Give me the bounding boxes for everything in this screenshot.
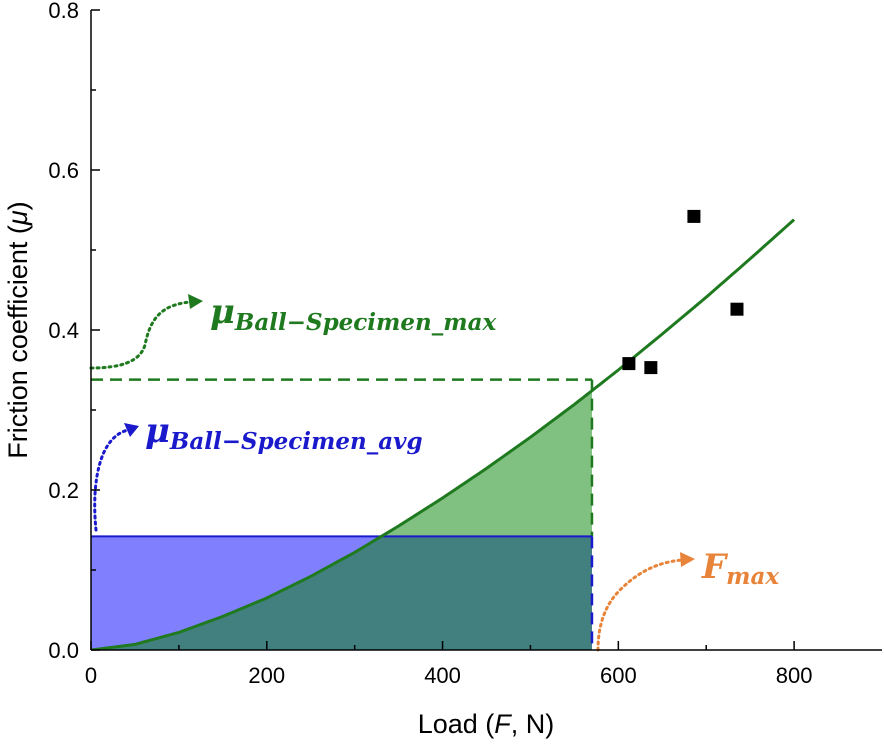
annotation-mu-avg-subscript: Ball−Specimen_avg <box>169 428 423 455</box>
annotation-arrows <box>89 294 695 652</box>
x-tick-label: 0 <box>85 663 97 688</box>
annotation-mu-max: μBall−Specimen_max <box>210 292 496 336</box>
data-point <box>687 209 701 223</box>
y-tick-label: 0.4 <box>48 318 79 343</box>
annotation-mu-max-subscript: Ball−Specimen_max <box>234 309 497 336</box>
data-point <box>730 302 744 316</box>
arrow-mu-avg <box>93 428 130 532</box>
arrow-f-max-head <box>680 552 695 567</box>
annotation-f-max-symbol: F <box>701 547 729 587</box>
annotation-mu-avg: μBall−Specimen_avg <box>145 411 423 455</box>
y-axis-title-pre: Friction coefficient ( <box>3 225 33 459</box>
y-tick-label: 0.6 <box>48 158 79 183</box>
arrow-mu-max <box>89 300 192 370</box>
annotation-f-max: Fmax <box>701 547 779 590</box>
overlap-area <box>91 536 592 650</box>
x-tick-label: 600 <box>600 663 637 688</box>
x-axis-title-post: , N) <box>511 709 555 739</box>
fit-curve <box>91 218 796 650</box>
x-tick-label: 800 <box>776 663 813 688</box>
y-axis-title-post: ) <box>3 201 33 210</box>
x-axis-title: Load (F, N) <box>418 709 555 739</box>
y-axis-title: Friction coefficient (μ) <box>3 201 33 458</box>
annotation-f-max-subscript: max <box>726 563 779 590</box>
y-tick-label: 0.0 <box>48 638 79 663</box>
x-axis-title-italic: F <box>494 709 512 739</box>
arrow-mu-avg-head <box>124 423 139 437</box>
y-tick-label: 0.2 <box>48 478 79 503</box>
data-point <box>622 357 636 371</box>
annotation-mu-avg-symbol: μ <box>145 411 170 451</box>
x-tick-label: 200 <box>248 663 285 688</box>
x-axis-title-pre: Load ( <box>418 709 495 739</box>
annotation-mu-max-symbol: μ <box>210 292 235 332</box>
filled-regions <box>91 390 592 650</box>
x-tick-label: 400 <box>424 663 461 688</box>
arrow-f-max <box>596 558 684 652</box>
data-points <box>622 209 744 375</box>
data-point <box>644 361 658 375</box>
y-axis-title-italic: μ <box>3 210 33 226</box>
axis-ticks: 0 200 400 600 800 0.0 0.2 0.4 0.6 0.8 <box>48 0 812 688</box>
y-tick-label: 0.8 <box>48 0 79 23</box>
arrow-mu-max-head <box>188 294 203 309</box>
